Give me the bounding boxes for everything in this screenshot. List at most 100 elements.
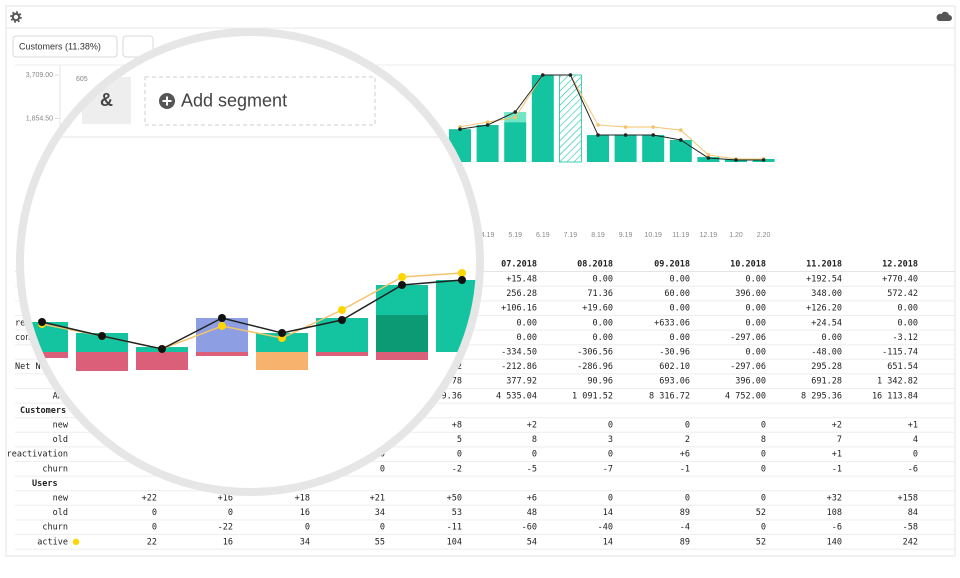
table-cell: -2 [452, 464, 462, 474]
add-icon-plus [162, 96, 172, 106]
row-label: active [37, 537, 68, 547]
table-cell: -40 [598, 523, 613, 533]
row-label: cont [15, 333, 35, 343]
add-segment-button[interactable] [144, 76, 376, 126]
table-cell: -60 [522, 523, 537, 533]
trend-point [158, 345, 166, 353]
table-cell: 651.54 [887, 362, 918, 372]
table-cell: 34 [375, 508, 385, 518]
x-tick-label: 6.19 [536, 232, 550, 239]
table-cell: 0.78 [442, 377, 462, 387]
table-cell: 0.00 [898, 318, 918, 328]
table-cell: -297.06 [730, 362, 766, 372]
trend-point [485, 123, 490, 127]
y-tick-label: 1,854.50 [26, 115, 53, 122]
table-cell: +32 [827, 494, 842, 504]
table-cell: +19.60 [582, 304, 613, 314]
table-cell: -286.96 [577, 362, 613, 372]
table-cell: +6 [527, 494, 537, 504]
trend-point [706, 153, 711, 157]
table-cell: 0.00 [517, 318, 537, 328]
table-cell: 0 [152, 508, 157, 518]
trend-point [651, 133, 655, 137]
x-tick-label: 2.20 [757, 232, 771, 239]
table-cell: 60.00 [664, 289, 690, 299]
table-cell: -306.56 [577, 348, 613, 358]
x-tick-label: 5.19 [508, 232, 522, 239]
bar-segment [76, 333, 128, 352]
row-label: reactivation [7, 450, 68, 460]
table-cell: +6 [680, 450, 690, 460]
magnifier-ring [16, 28, 484, 496]
table-cell: 1 091.52 [572, 391, 613, 401]
section-heading: Users [32, 479, 58, 489]
bar-segment [256, 352, 308, 370]
table-cell: 0 [608, 494, 613, 504]
table-cell: 0 [761, 450, 766, 460]
trend-point [278, 329, 286, 337]
bar-segment [376, 285, 428, 315]
bar-segment [376, 315, 428, 352]
row-label: new [53, 494, 69, 504]
table-cell: 0 [305, 523, 310, 533]
table-cell: 0 [608, 421, 613, 431]
row-label: old [53, 508, 68, 518]
column-header: 12.2018 [882, 260, 918, 270]
segment-select[interactable] [12, 35, 118, 58]
table-cell: -6 [908, 464, 918, 474]
table-cell: 0 [913, 450, 918, 460]
trend-point [568, 73, 573, 77]
segment-select-text: Customers (11.38%) [19, 41, 101, 51]
table-cell: 089.36 [431, 391, 462, 401]
table-cell: -58 [903, 523, 918, 533]
download-icon[interactable] [936, 11, 952, 21]
table-cell: 0.00 [593, 318, 613, 328]
table-cell: 0.00 [746, 318, 766, 328]
table-cell: 0 [457, 450, 462, 460]
table-cell: +50 [447, 494, 462, 504]
trend-point [458, 269, 466, 277]
trend-point [651, 125, 655, 129]
row-label: new [53, 421, 69, 431]
table-cell: 0 [380, 464, 385, 474]
table-cell: 8 [761, 435, 766, 445]
table-cell: 16 113.84 [872, 391, 918, 401]
bar-segment [476, 125, 499, 162]
trend-point [398, 273, 406, 281]
add-segment-label: Add segment [181, 90, 287, 110]
trend-point [513, 110, 517, 114]
table-cell: 48 [527, 508, 537, 518]
table-cell: 71.36 [587, 289, 613, 299]
table-cell: -115.74 [882, 348, 918, 358]
table-cell: 34 [300, 537, 310, 547]
bar-segment [136, 352, 188, 370]
table-cell: +1 [832, 450, 842, 460]
bar-segment [76, 352, 128, 371]
bar-segment [316, 352, 368, 356]
x-tick-label: 10.19 [644, 232, 662, 239]
table-cell: 52 [756, 537, 766, 547]
trend-point [338, 316, 346, 324]
column-header: 10.2018 [730, 260, 766, 270]
table-cell: 4 752.00 [725, 391, 766, 401]
x-tick-label: 4.19 [481, 232, 495, 239]
table-cell: 0 [761, 421, 766, 431]
table-cell: 8 295.36 [801, 391, 842, 401]
x-tick-label: 8.19 [591, 232, 605, 239]
active-indicator [72, 538, 80, 545]
row-label: churn [42, 523, 68, 533]
row-label: churn [42, 464, 68, 474]
table-cell: 0 [761, 464, 766, 474]
x-tick-label: 7.19 [564, 232, 578, 239]
table-cell: 0 [228, 508, 233, 518]
table-cell: -212.86 [501, 362, 537, 372]
x-tick-label: 1.20 [729, 232, 743, 239]
table-cell: 0.00 [593, 275, 613, 285]
table-cell: +21 [370, 494, 385, 504]
table-cell: 8 316.72 [649, 391, 690, 401]
bar-segment [196, 352, 248, 356]
table-cell: 0.00 [670, 304, 690, 314]
settings-icon[interactable] [10, 11, 22, 23]
table-cell: -1 [680, 464, 690, 474]
table-cell: -334.50 [501, 348, 537, 358]
